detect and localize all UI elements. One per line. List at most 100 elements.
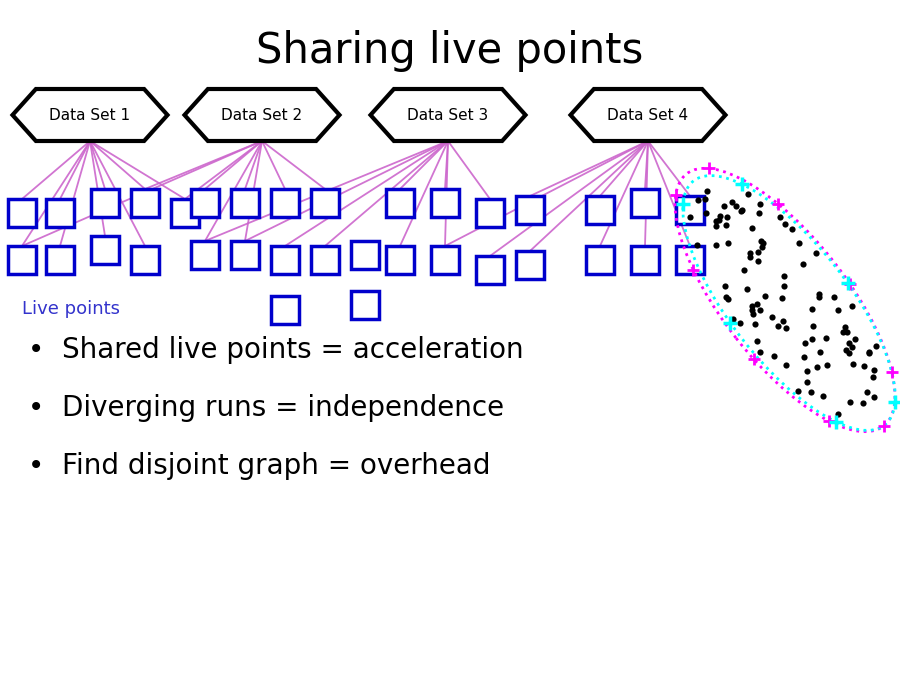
Point <box>740 284 754 295</box>
Point <box>744 300 759 311</box>
Point <box>818 332 832 343</box>
Text: Data Set 1: Data Set 1 <box>50 107 130 122</box>
FancyBboxPatch shape <box>271 189 299 217</box>
Point <box>846 358 860 369</box>
Text: •  Diverging runs = independence: • Diverging runs = independence <box>28 394 504 422</box>
FancyBboxPatch shape <box>311 246 339 274</box>
Point <box>867 364 881 375</box>
Point <box>758 291 772 302</box>
Point <box>861 348 876 358</box>
FancyBboxPatch shape <box>191 189 219 217</box>
Point <box>839 344 853 355</box>
Point <box>861 347 876 358</box>
Point <box>682 211 697 222</box>
FancyBboxPatch shape <box>676 196 704 224</box>
Point <box>724 196 739 207</box>
Point <box>729 201 743 212</box>
Point <box>751 246 765 257</box>
FancyBboxPatch shape <box>631 246 659 274</box>
Point <box>800 365 814 376</box>
FancyBboxPatch shape <box>271 296 299 324</box>
Point <box>752 347 767 358</box>
Point <box>812 292 826 302</box>
Point <box>698 208 713 219</box>
Point <box>804 387 818 398</box>
Point <box>796 352 811 362</box>
Point <box>791 385 806 396</box>
Point <box>709 215 724 226</box>
Point <box>785 223 799 234</box>
FancyBboxPatch shape <box>91 236 119 264</box>
Point <box>765 311 779 322</box>
Point <box>868 340 883 351</box>
Point <box>750 336 764 347</box>
Point <box>771 321 786 331</box>
Point <box>744 305 759 316</box>
Text: Live points: Live points <box>22 300 120 318</box>
FancyBboxPatch shape <box>311 189 339 217</box>
FancyBboxPatch shape <box>8 199 36 227</box>
FancyBboxPatch shape <box>476 256 504 284</box>
Point <box>812 288 826 299</box>
Point <box>836 326 850 337</box>
FancyBboxPatch shape <box>191 241 219 269</box>
Point <box>719 219 733 230</box>
Point <box>747 319 761 329</box>
Point <box>721 294 735 304</box>
Point <box>845 342 859 352</box>
Point <box>845 300 859 311</box>
FancyBboxPatch shape <box>586 196 614 224</box>
Text: Data Set 3: Data Set 3 <box>408 107 489 122</box>
Text: Data Set 4: Data Set 4 <box>608 107 688 122</box>
Point <box>813 346 827 357</box>
Point <box>716 200 731 211</box>
Point <box>708 220 723 231</box>
Point <box>753 304 768 315</box>
Point <box>746 308 760 319</box>
FancyBboxPatch shape <box>131 246 159 274</box>
Point <box>751 256 765 267</box>
Point <box>717 281 732 292</box>
Point <box>843 396 858 407</box>
Point <box>753 236 768 246</box>
Point <box>691 195 706 206</box>
Point <box>778 219 792 230</box>
Point <box>778 359 793 370</box>
Point <box>866 372 880 383</box>
Point <box>809 247 824 258</box>
Text: Data Set 2: Data Set 2 <box>221 107 302 122</box>
Point <box>734 206 748 217</box>
Point <box>721 238 735 248</box>
Point <box>690 239 705 250</box>
Point <box>742 247 757 258</box>
FancyBboxPatch shape <box>231 189 259 217</box>
Point <box>856 398 870 408</box>
Point <box>831 305 845 316</box>
Point <box>842 347 856 358</box>
Point <box>841 327 855 338</box>
Point <box>698 193 712 204</box>
FancyBboxPatch shape <box>386 246 414 274</box>
Point <box>848 333 862 344</box>
Polygon shape <box>371 89 526 141</box>
Point <box>796 259 810 269</box>
Polygon shape <box>13 89 167 141</box>
Point <box>860 387 874 398</box>
Point <box>720 211 734 222</box>
FancyBboxPatch shape <box>351 241 379 269</box>
Point <box>805 334 819 345</box>
Point <box>806 321 820 331</box>
FancyBboxPatch shape <box>46 199 74 227</box>
Point <box>752 199 767 210</box>
Point <box>816 391 831 402</box>
FancyBboxPatch shape <box>46 246 74 274</box>
Polygon shape <box>571 89 725 141</box>
FancyBboxPatch shape <box>271 246 299 274</box>
Point <box>718 292 733 302</box>
Text: Sharing live points: Sharing live points <box>256 30 644 72</box>
FancyBboxPatch shape <box>676 246 704 274</box>
Point <box>777 281 791 292</box>
Point <box>742 251 757 262</box>
Point <box>741 188 755 199</box>
FancyBboxPatch shape <box>231 241 259 269</box>
